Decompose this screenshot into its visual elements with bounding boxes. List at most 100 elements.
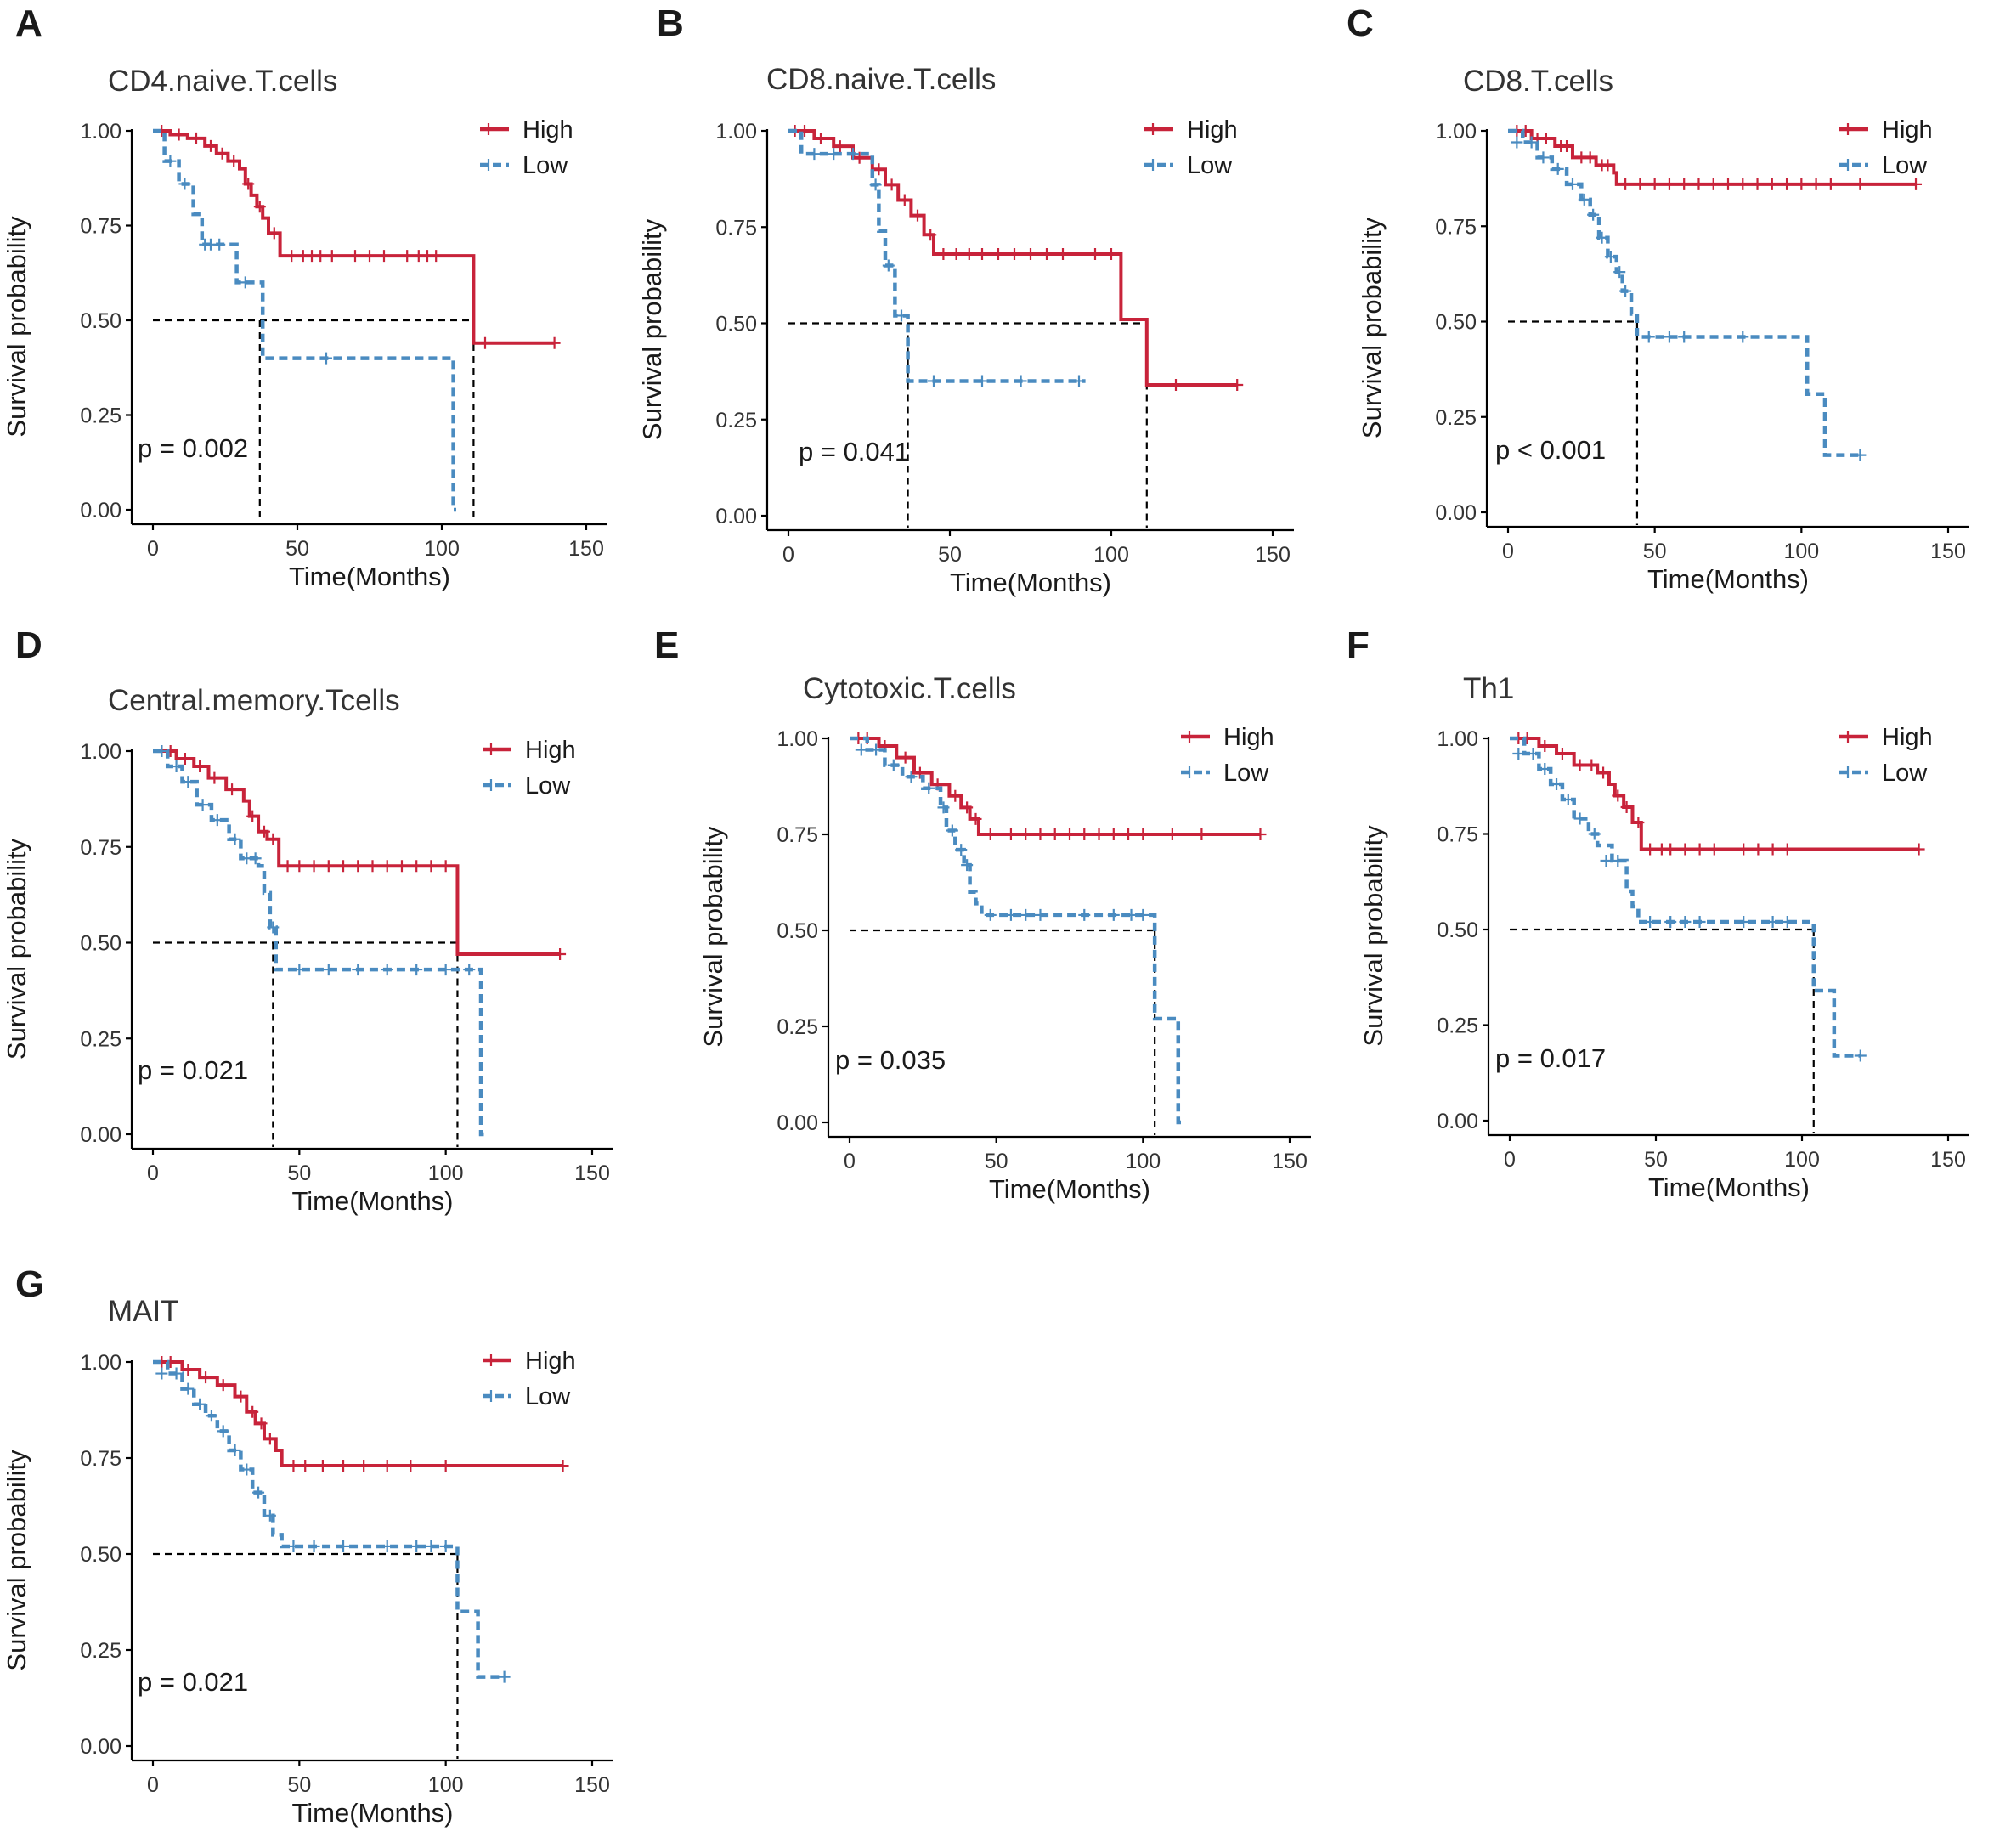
censor-mark: [1781, 843, 1793, 856]
legend-label-high: High: [1223, 724, 1274, 751]
censor-mark: [308, 1540, 320, 1552]
censor-mark: [287, 1460, 300, 1472]
censor-mark: [366, 860, 379, 873]
censor-mark: [170, 1367, 183, 1380]
y-axis-label: Survival probability: [1357, 217, 1387, 438]
censor-mark: [955, 844, 968, 856]
censor-mark: [194, 1398, 206, 1410]
y-axis-label: Survival probability: [698, 826, 728, 1048]
censor-mark: [263, 1509, 276, 1522]
censor-mark: [1064, 828, 1076, 840]
censor-mark: [182, 1382, 195, 1395]
censor-mark: [194, 760, 206, 773]
censor-mark: [439, 1540, 452, 1552]
y-tick-label: 0.75: [80, 1447, 121, 1471]
censor-mark: [1678, 331, 1691, 343]
censor-mark: [1664, 916, 1677, 928]
y-tick-label: 1.00: [1435, 120, 1477, 144]
censor-mark: [1562, 794, 1574, 805]
censor-mark: [1122, 828, 1135, 840]
panel-c: C CD8.T.cells 0.00 0.25 0.50 0.75 1.00 0 50 100 15…: [1347, 3, 1969, 594]
censor-mark: [211, 814, 223, 827]
censor-mark: [969, 812, 982, 825]
x-tick-label: 150: [568, 537, 604, 561]
censor-mark: [395, 860, 408, 873]
censor-mark: [1107, 828, 1120, 840]
survival-curve-high: [153, 1360, 563, 1468]
censor-mark: [1642, 331, 1655, 343]
y-tick-label: 0.00: [80, 1123, 121, 1147]
survival-curve-high: [850, 737, 1261, 836]
censor-mark: [923, 782, 935, 794]
censor-mark: [205, 139, 217, 152]
x-axis-label: Time(Months): [289, 562, 450, 591]
censor-mark: [905, 771, 918, 783]
censor-mark: [1596, 231, 1608, 244]
censor-mark: [439, 964, 452, 976]
censor-mark: [1089, 247, 1101, 260]
x-tick-label: 50: [1643, 540, 1667, 563]
censor-mark: [1679, 916, 1692, 928]
censor-mark: [325, 250, 338, 263]
censor-mark: [267, 921, 280, 934]
censor-mark: [992, 247, 1004, 260]
y-tick-label: 0.50: [80, 1543, 121, 1567]
legend-label-high: High: [1882, 116, 1933, 144]
series-high: [153, 125, 561, 349]
panel-a: A CD4.naive.T.cells 0.00 0.25 0.50 0.75 1.00 0 5…: [2, 3, 607, 591]
censor-mark: [267, 833, 280, 845]
censor-mark: [548, 336, 561, 349]
censor-mark: [1008, 247, 1020, 260]
censor-mark: [1573, 759, 1586, 771]
legend-label-high: High: [1187, 116, 1238, 144]
legend-label-low: Low: [1882, 152, 1928, 179]
censor-mark: [178, 178, 191, 190]
censor-mark: [1587, 208, 1600, 221]
series-low: [850, 736, 1182, 1125]
censor-mark: [1511, 136, 1523, 149]
x-tick-label: 0: [147, 1161, 159, 1185]
x-tick-label: 50: [985, 1150, 1008, 1173]
censor-mark: [430, 250, 443, 263]
y-tick-label: 0.50: [80, 309, 121, 333]
x-tick-label: 0: [844, 1150, 856, 1173]
legend: High Low: [480, 116, 573, 179]
censor-mark: [1527, 748, 1539, 760]
censor-mark: [808, 148, 821, 161]
x-tick-label: 50: [287, 1161, 311, 1185]
censor-mark: [285, 250, 298, 263]
censor-mark: [1014, 375, 1027, 387]
y-tick-label: 0.25: [80, 1027, 121, 1051]
x-tick-label: 0: [782, 543, 794, 567]
censor-mark: [1525, 136, 1538, 149]
censor-mark: [410, 964, 423, 976]
censor-mark: [229, 1444, 241, 1456]
series-high: [153, 1356, 569, 1472]
censor-mark: [239, 276, 251, 289]
censor-mark: [554, 948, 567, 961]
censor-mark: [337, 1460, 350, 1472]
p-value: p < 0.001: [1495, 435, 1606, 465]
censor-mark: [217, 1425, 229, 1438]
censor-mark: [190, 132, 202, 144]
censor-mark: [425, 860, 438, 873]
censor-mark: [1137, 908, 1150, 921]
panel-letter: D: [15, 624, 42, 666]
y-tick-label: 1.00: [1437, 727, 1478, 751]
x-tick-label: 150: [1930, 1148, 1966, 1172]
x-axis-label: Time(Months): [950, 568, 1111, 597]
censor-mark: [1910, 178, 1923, 190]
series-low: [788, 128, 1086, 387]
censor-mark: [1781, 916, 1793, 928]
censor-mark: [1105, 247, 1117, 260]
censor-mark: [308, 860, 320, 873]
panel-letter: C: [1347, 3, 1374, 44]
y-axis-label: Survival probability: [2, 1450, 31, 1671]
series-high: [788, 125, 1244, 391]
censor-mark: [320, 352, 332, 365]
chart-title: Cytotoxic.T.cells: [803, 672, 1016, 705]
censor-mark: [1551, 778, 1563, 790]
x-tick-label: 100: [1093, 543, 1129, 567]
chart-title: CD8.T.cells: [1463, 65, 1613, 98]
censor-mark: [1613, 266, 1626, 279]
